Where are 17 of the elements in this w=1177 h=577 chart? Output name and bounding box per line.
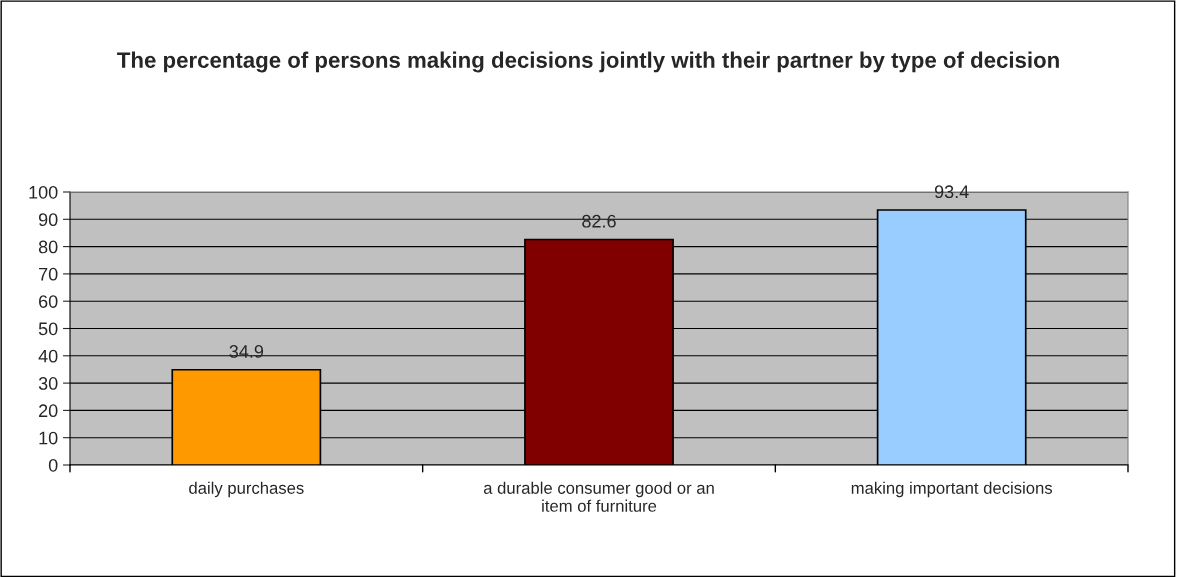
data-label: 93.4 [934,185,969,199]
y-tick-label: 90 [38,213,58,227]
y-tick-label: 0 [48,458,58,472]
chart-title: The percentage of persons making decisions jointly with their partner by type of decision [117,51,1059,73]
y-tick-label: 40 [38,349,58,363]
y-tick-label: 50 [38,322,58,336]
data-label: 34.9 [229,345,264,358]
y-tick-label: 70 [39,267,58,281]
y-tick-label: 30 [38,377,58,390]
x-tick-label: making important decisions [851,481,1053,498]
y-tick-label: 100 [29,185,58,199]
x-tick-label: daily purchases [189,481,304,498]
y-tick-label: 80 [38,240,58,254]
x-tick-label: a durable consumer good or an item of furniture [483,481,714,512]
y-tick-label: 60 [39,295,58,308]
y-tick-label: 20 [39,404,58,418]
y-tick-label: 10 [39,431,58,445]
